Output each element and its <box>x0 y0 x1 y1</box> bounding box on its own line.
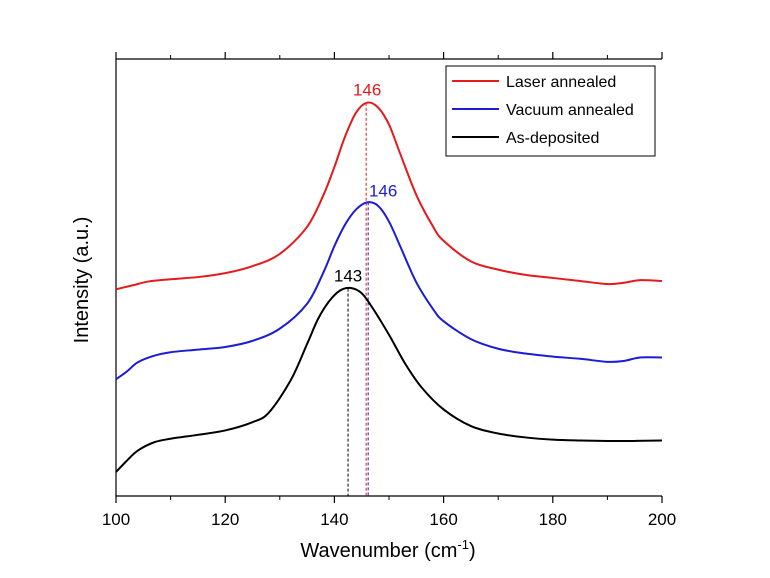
peak-labels: 146 146 143 <box>334 81 397 286</box>
x-tick-label: 100 <box>102 510 130 529</box>
x-axis-label: Wavenumber (cm-1) <box>300 537 475 562</box>
y-axis-label: Intensity (a.u.) <box>71 217 93 344</box>
series-line-as-deposited <box>115 286 663 473</box>
series-lines <box>115 101 663 473</box>
series-line-vacuum-annealed <box>115 201 663 381</box>
x-tick-label: 160 <box>429 510 457 529</box>
x-tick-label: 140 <box>320 510 348 529</box>
legend: Laser annealed Vacuum annealed As-deposite… <box>445 65 656 157</box>
x-axis-label-superscript: -1 <box>457 537 469 552</box>
legend-label-laser-annealed: Laser annealed <box>506 74 616 91</box>
peak-label-laser-annealed: 146 <box>353 81 381 100</box>
x-axis-label-suffix: ) <box>469 540 476 562</box>
peak-label-as-deposited: 143 <box>334 267 362 286</box>
x-axis-ticks: 100 120 140 160 180 200 <box>102 52 676 529</box>
peak-drop-lines <box>347 102 369 496</box>
x-tick-label: 180 <box>539 510 567 529</box>
peak-label-vacuum-annealed: 146 <box>369 181 397 200</box>
series-line-laser-annealed <box>115 101 663 291</box>
legend-label-vacuum-annealed: Vacuum annealed <box>506 102 634 119</box>
x-tick-label: 120 <box>211 510 239 529</box>
legend-items: Laser annealed Vacuum annealed As-deposite… <box>452 74 634 147</box>
x-tick-label: 200 <box>648 510 676 529</box>
legend-label-as-deposited: As-deposited <box>506 130 599 147</box>
